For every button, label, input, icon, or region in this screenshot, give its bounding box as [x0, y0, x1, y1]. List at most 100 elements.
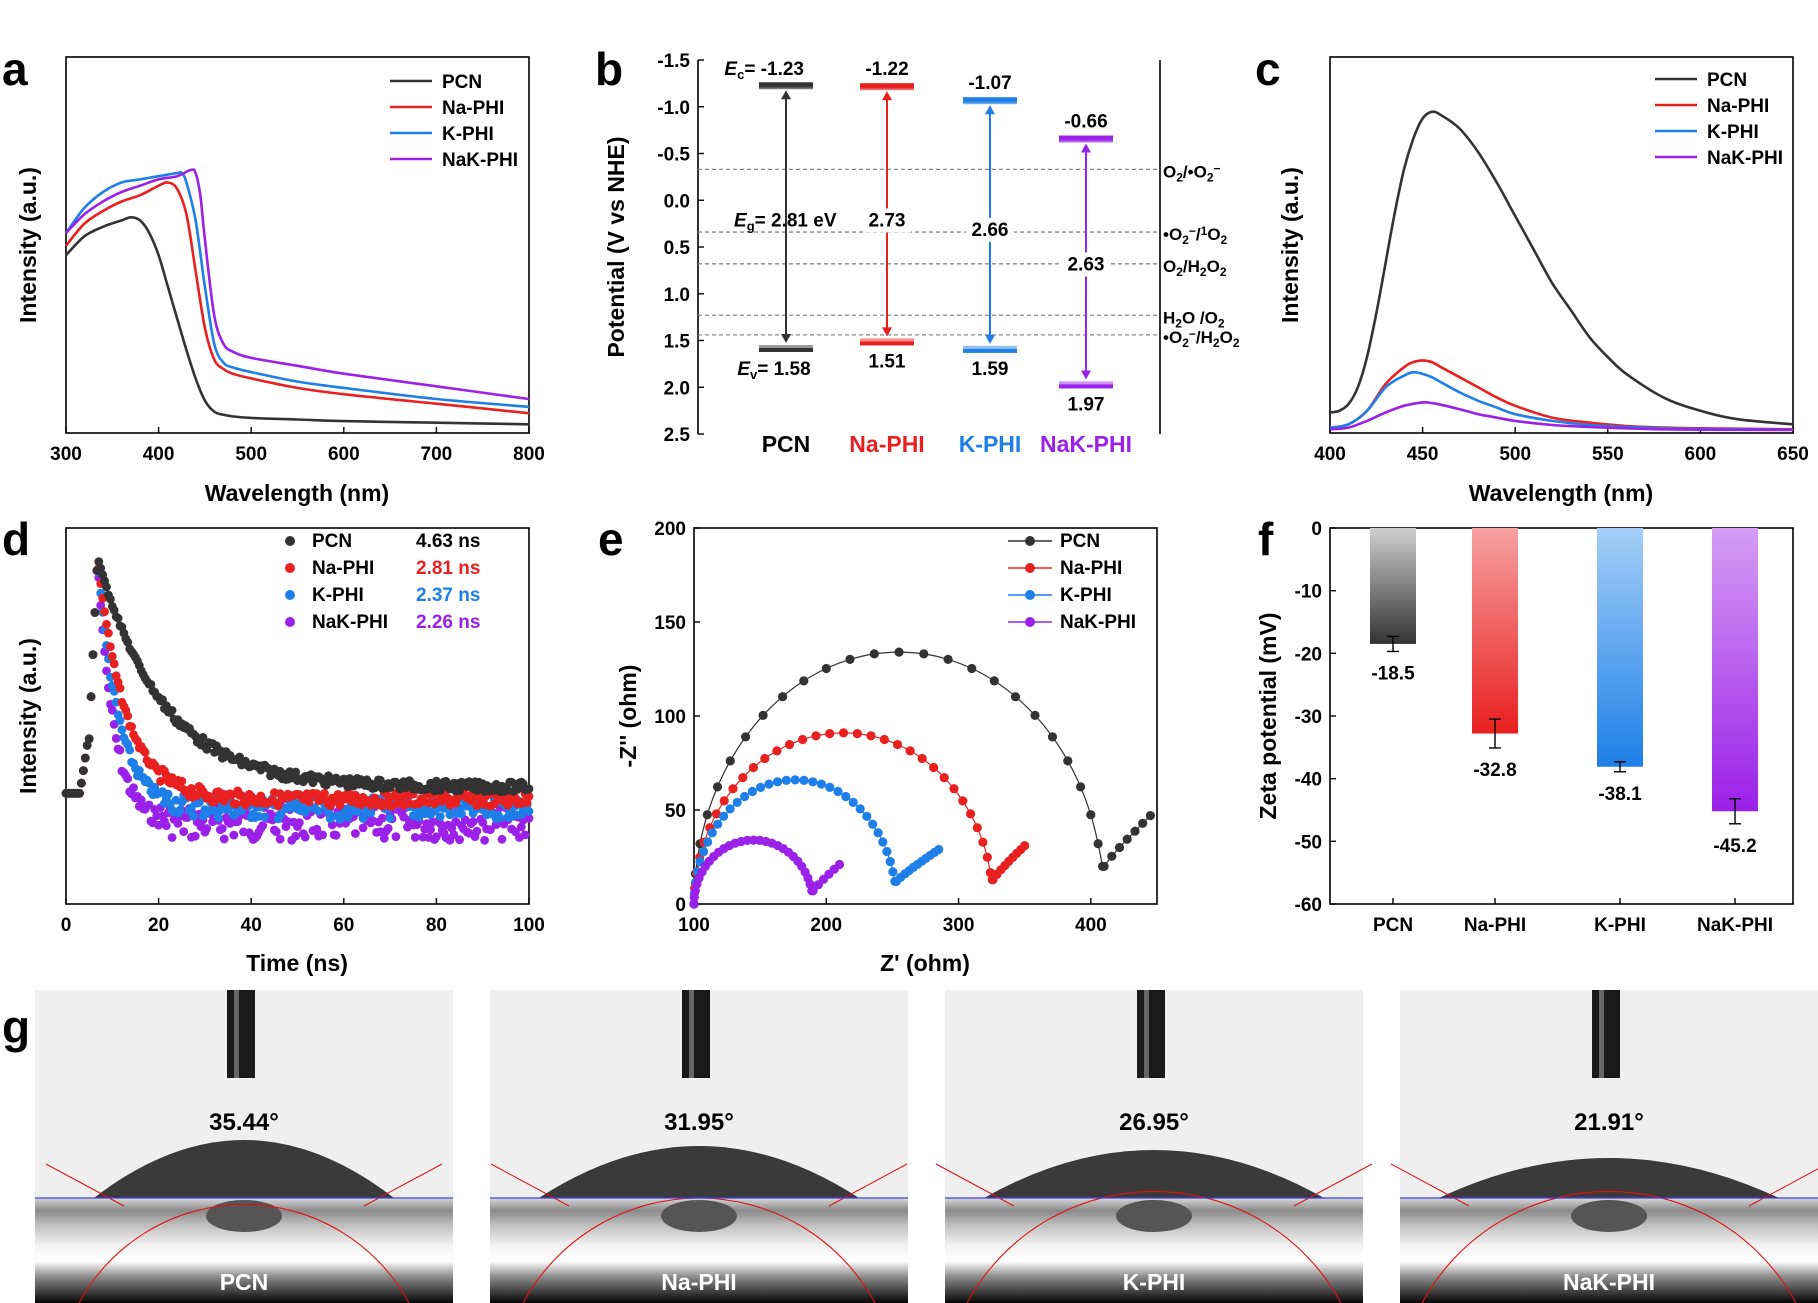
panel-c-series-pcn: [1329, 110, 1794, 426]
panel-label-d: d: [2, 513, 30, 565]
panel-d-point-nak-phi: [447, 823, 457, 833]
contact-angle-sample-label-nak-phi: NaK-PHI: [1563, 1269, 1655, 1295]
panel-d-point-pcn: [75, 788, 84, 798]
panel-d-point-pcn: [86, 692, 96, 702]
panel-f-value-label-na-phi: -32.8: [1473, 760, 1516, 781]
panel-d-point-pcn: [524, 784, 534, 794]
panel-a-xtick-label-3: 600: [328, 444, 360, 465]
panel-d-point-na-phi: [104, 628, 113, 638]
panel-f-ytick-label-5: -50: [1295, 832, 1322, 853]
panel-b-band-diagram: -1.5 -1.0 -0.5 0.0 0.5 1.0 1.5 2.0 2.5 O2/•O2− •O…: [603, 51, 1240, 457]
panel-c-xtick-label-4: 600: [1685, 444, 1717, 465]
panel-d-point-nak-phi: [410, 833, 420, 842]
contact-angle-value-pcn: 35.44°: [209, 1109, 279, 1136]
contact-angle-needle-nak-phi: [1592, 990, 1620, 1078]
panel-e-legend-marker-nak-phi: [1025, 617, 1035, 627]
panel-e-point-pcn: [758, 710, 768, 721]
panel-e-legend-label-pcn: PCN: [1060, 531, 1100, 552]
panel-d-legend-marker-na-phi: [285, 563, 295, 573]
panel-e-xtick-label-3: 400: [1075, 915, 1107, 936]
panel-e-point-na-phi: [929, 762, 939, 773]
panel-c-xtick-label-1: 450: [1407, 444, 1439, 465]
panel-e-point-pcn: [702, 810, 712, 820]
panel-e-point-na-phi: [939, 773, 949, 783]
panel-e-point-k-phi: [878, 837, 888, 847]
contact-angle-tangent-left-k-phi: [935, 1163, 1015, 1207]
panel-d-point-k-phi: [495, 813, 505, 823]
panel-e-point-na-phi: [748, 762, 759, 773]
panel-a-xlabel: Wavelength (nm): [205, 480, 389, 506]
panel-b-ev-label-nak-phi: 1.97: [1068, 394, 1105, 415]
panel-a-xtick-label-0: 300: [50, 444, 82, 465]
panel-e-eis-chart: 100 200 300 400 0 50 100 150 200 PCN Na-PHI K-PHI N…: [615, 519, 1158, 976]
panel-a-xtick-label-2: 500: [235, 444, 267, 465]
panel-b-arrow-bottom-na-phi: [882, 327, 892, 337]
panel-f-ytick-label-6: -60: [1295, 895, 1322, 916]
panel-f-bar-pcn: [1370, 528, 1416, 644]
panel-b-vb-na-phi: [860, 338, 914, 346]
panel-e-point-k-phi: [698, 847, 709, 857]
contact-angle-sample-label-k-phi: K-PHI: [1123, 1269, 1186, 1295]
panel-f-value-label-pcn: -18.5: [1371, 663, 1415, 684]
panel-d-point-pcn: [79, 766, 88, 775]
panel-b-redox-label-4: •O2−/H2O2: [1163, 327, 1240, 349]
panel-d-point-na-phi: [320, 789, 329, 798]
panel-e-point-k-phi: [707, 828, 717, 838]
panel-d-trpl-chart: 0 20 40 60 80 100 PCN 4.63 ns Na-PHI 2.81 ns K-PH…: [15, 527, 545, 976]
panel-d-lifetime-k-phi: 2.37 ns: [416, 585, 480, 606]
panel-d-point-na-phi: [304, 797, 314, 807]
panel-e-point-k-phi: [756, 782, 766, 793]
panel-e-point-pcn: [778, 692, 788, 702]
panel-d-point-nak-phi: [426, 825, 435, 835]
panel-c-series-nak-phi: [1329, 400, 1794, 432]
panel-e-point-k-phi: [781, 775, 792, 786]
panel-e-point-k-phi: [888, 867, 898, 877]
panel-b-eg-bg-nak-phi: [1062, 252, 1110, 277]
panel-label-c: c: [1255, 43, 1281, 95]
panel-d-point-na-phi: [237, 791, 247, 800]
panel-f-category-label-nak-phi: NaK-PHI: [1697, 915, 1773, 936]
panel-b-redox-label-1: •O2−/1O2: [1163, 224, 1228, 246]
panel-e-point-k-phi: [873, 828, 883, 838]
panel-d-point-na-phi: [140, 747, 150, 757]
panel-d-point-na-phi: [100, 607, 109, 617]
panel-d-legend-marker-k-phi: [285, 590, 295, 600]
panel-e-point-pcn: [894, 647, 904, 657]
panel-b-eg-label-pcn: Eg= 2.81 eV: [734, 210, 837, 233]
panel-d-point-nak-phi: [312, 824, 322, 834]
panel-d-lifetime-nak-phi: 2.26 ns: [416, 612, 480, 633]
panel-d-point-na-phi: [123, 711, 133, 721]
panel-e-point-pcn: [1122, 834, 1132, 844]
panel-e-point-na-phi: [917, 753, 927, 764]
panel-d-point-nak-phi: [480, 835, 489, 845]
panel-b-eg-bg-k-phi: [966, 217, 1014, 242]
contact-angle-tangent-left-na-phi: [490, 1163, 570, 1207]
panel-c-xtick-label-3: 550: [1592, 444, 1624, 465]
panel-d-point-nak-phi: [190, 831, 200, 841]
panel-b-eg-bg-na-phi: [863, 208, 911, 233]
panel-e-point-pcn: [799, 676, 809, 686]
panel-d-point-pcn: [102, 582, 111, 592]
panel-f-category-label-pcn: PCN: [1373, 915, 1413, 936]
panel-b-ytick-label-3: 0.0: [664, 191, 690, 212]
panel-e-point-na-phi: [982, 852, 992, 862]
panel-e-point-na-phi: [838, 728, 849, 738]
panel-d-point-k-phi: [524, 807, 534, 816]
panel-b-ec-label-nak-phi: -0.66: [1064, 112, 1107, 133]
panel-d-point-pcn: [106, 594, 115, 604]
panel-b-vb-shade-nak-phi: [1059, 381, 1113, 385]
panel-d-point-pcn: [291, 767, 300, 777]
panel-b-arrow-bottom-pcn: [781, 333, 791, 343]
panel-d-point-k-phi: [188, 811, 198, 821]
panel-d-point-nak-phi: [123, 774, 133, 784]
panel-e-legend-label-na-phi: Na-PHI: [1060, 558, 1122, 579]
panel-f-ytick-label-4: -40: [1295, 770, 1322, 791]
panel-c-pl-chart: 400 450 500 550 600 650 PCN Na-PHI K-PHI NaK-PHI…: [1277, 56, 1809, 506]
contact-angle-tangent-left-nak-phi: [1390, 1163, 1470, 1207]
panel-e-point-na-phi: [825, 729, 835, 739]
panel-d-point-pcn: [90, 608, 100, 617]
contact-angle-needle-pcn: [227, 990, 255, 1078]
panel-b-cb-shade-nak-phi: [1059, 139, 1113, 144]
panel-e-point-pcn: [1047, 732, 1058, 742]
